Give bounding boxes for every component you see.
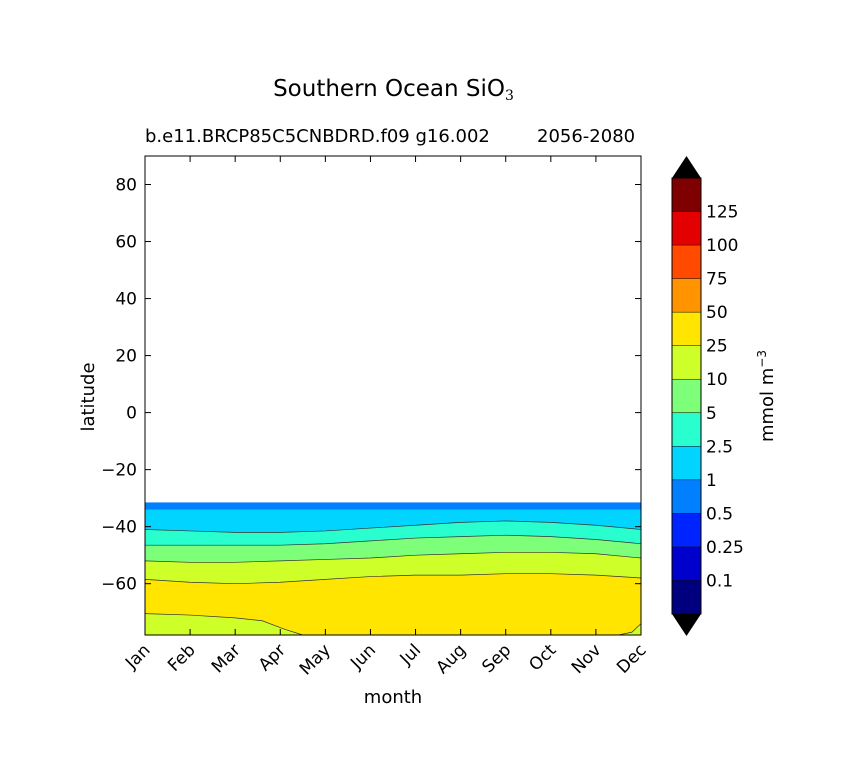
y-tick-label: 40 <box>115 290 137 310</box>
x-tick-label: Jun <box>346 640 380 674</box>
colorbar-swatch <box>672 312 701 346</box>
contour-line <box>144 551 642 563</box>
y-axis-ticks: 80 60 40 20 0 −20 −40 −60 <box>101 176 641 595</box>
colorbar-tick-label: 10 <box>706 370 728 390</box>
colorbar-tick-label: 125 <box>706 203 738 223</box>
colorbar-swatch <box>672 412 701 447</box>
chart-subtitle-case: b.e11.BRCP85C5CNBDRD.f09 g16.002 <box>145 126 490 147</box>
y-tick-label: 0 <box>126 404 137 424</box>
colorbar: 0.1 0.25 0.5 1 2.5 5 10 25 50 75 100 125 <box>671 156 744 636</box>
contour-band-0.5-1 <box>145 502 641 510</box>
contour-lines <box>144 520 642 636</box>
y-tick-label: 20 <box>115 347 137 367</box>
colorbar-swatch <box>672 546 701 581</box>
contour-line <box>144 613 642 636</box>
contour-line <box>144 520 642 533</box>
y-tick-label: 60 <box>115 233 137 253</box>
colorbar-swatch <box>672 278 701 313</box>
x-axis-label: month <box>364 687 422 708</box>
contour-line <box>144 573 642 585</box>
colorbar-swatch <box>672 379 701 413</box>
colorbar-swatch <box>672 446 701 480</box>
colorbar-swatch <box>672 245 701 279</box>
colorbar-frame <box>671 177 702 615</box>
x-tick-label: May <box>296 640 335 679</box>
colorbar-tick-label: 75 <box>706 270 728 290</box>
x-tick-label: Apr <box>255 640 290 675</box>
x-tick-label: Oct <box>525 640 560 675</box>
x-tick-label: Feb <box>164 640 199 675</box>
chart-subtitle-years: 2056-2080 <box>537 126 636 147</box>
colorbar-swatch <box>672 580 701 614</box>
x-tick-label: Dec <box>613 640 650 677</box>
colorbar-tick-label: 0.1 <box>706 571 733 591</box>
colorbar-swatch <box>672 211 701 246</box>
y-axis-label: latitude <box>78 362 99 431</box>
colorbar-tick-label: 0.25 <box>706 538 744 558</box>
colorbar-swatch <box>672 479 701 514</box>
x-tick-label: Jan <box>121 640 154 673</box>
colorbar-extend-high <box>672 156 701 178</box>
contour-band-25-50 <box>145 573 641 635</box>
colorbar-tick-label: 25 <box>706 337 728 357</box>
contour-band-1-2.5 <box>145 509 641 533</box>
x-tick-label: Sep <box>478 640 515 677</box>
contour-line <box>145 534 642 546</box>
y-tick-label: −40 <box>101 518 137 538</box>
contour-band-10-25 <box>145 552 641 584</box>
x-tick-label: Nov <box>568 640 606 678</box>
colorbar-extend-low <box>672 614 701 636</box>
colorbar-tick-label: 50 <box>706 303 728 323</box>
colorbar-swatch <box>672 513 701 547</box>
x-tick-label: Aug <box>433 640 471 678</box>
y-tick-label: 80 <box>115 176 137 196</box>
colorbar-tick-label: 100 <box>706 236 738 256</box>
colorbar-tick-label: 2.5 <box>706 437 733 457</box>
chart-title: Southern Ocean SiO3 <box>273 76 514 104</box>
colorbar-tick-label: 5 <box>706 404 717 424</box>
colorbar-tick-label: 1 <box>706 471 717 491</box>
plot-frame <box>144 155 642 636</box>
colorbar-label: mmol m−3 <box>755 350 778 442</box>
contour-fills <box>145 502 641 635</box>
x-tick-label: Mar <box>208 640 245 677</box>
x-tick-label: Jul <box>396 640 425 669</box>
y-tick-label: −20 <box>101 461 137 481</box>
colorbar-swatch <box>672 345 701 380</box>
colorbar-swatch <box>672 178 701 212</box>
colorbar-tick-label: 0.5 <box>706 504 733 524</box>
y-tick-label: −60 <box>101 575 137 595</box>
contour-band-5-10 <box>145 535 641 563</box>
contour-band-2.5-5 <box>145 520 641 546</box>
